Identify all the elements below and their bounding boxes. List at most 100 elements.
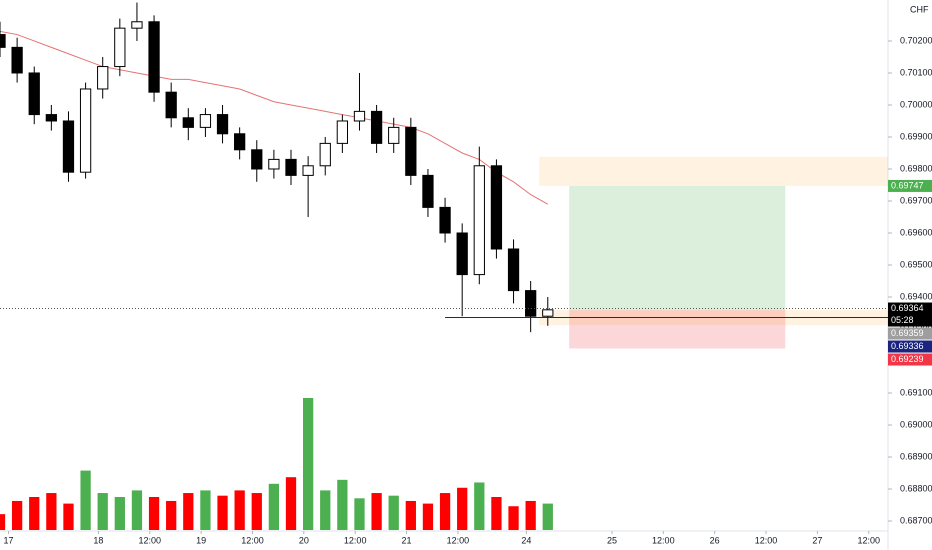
y-tick-label: 0.69500 [900, 259, 932, 269]
y-tick-label: 0.68800 [900, 483, 932, 493]
price-label-box [888, 302, 932, 327]
price-label: 0.69239 [891, 354, 924, 364]
price-label: 0.69364 [891, 303, 924, 313]
y-tick-label: 0.69600 [900, 227, 932, 237]
candle-body [370, 110, 383, 144]
candle-body [79, 88, 92, 173]
volume-bar [183, 493, 194, 530]
candle-body [285, 158, 297, 176]
y-tick-label: 0.69900 [900, 131, 932, 141]
x-tick-label: 19 [196, 535, 206, 545]
volume-bar [337, 479, 348, 530]
price-label-box [888, 340, 932, 353]
candle-body [199, 114, 212, 128]
price-label: 0.69336 [891, 341, 924, 351]
price-label-box [888, 327, 932, 340]
moving-average [0, 30, 549, 205]
candle-body [268, 158, 280, 170]
candle-body [182, 117, 194, 128]
candle-body [28, 72, 40, 116]
volume-bar [474, 482, 485, 530]
volume-bar [114, 497, 125, 530]
candle-body [422, 174, 434, 208]
y-tick-label: 0.70000 [900, 99, 932, 109]
candle-body [0, 34, 6, 48]
x-tick-label: 26 [710, 535, 720, 545]
x-tick-label: 25 [607, 535, 617, 545]
x-tick-label: 17 [4, 535, 14, 545]
volume-bar [354, 498, 365, 530]
y-tick-label: 0.70100 [900, 67, 932, 77]
candle-body [473, 165, 485, 276]
x-tick-label: 20 [299, 535, 309, 545]
volume-bar [457, 487, 468, 530]
candle-body [525, 290, 537, 317]
volume-bar [285, 477, 297, 530]
x-tick-label: 18 [93, 535, 103, 545]
volume-bar [63, 503, 74, 530]
volume-bar [80, 470, 91, 530]
volume-bar [217, 495, 228, 530]
y-tick-label: 0.68700 [900, 515, 932, 525]
currency-label: CHF [910, 4, 929, 14]
volume-bar [422, 503, 434, 530]
volume-bar [200, 490, 211, 530]
y-tick-label: 0.70200 [900, 35, 932, 45]
volume-bar [405, 500, 416, 530]
volume-bar [508, 506, 519, 530]
candle-body [62, 120, 75, 173]
candle-body [319, 142, 331, 167]
candle-body [114, 27, 126, 68]
volume-bar [542, 503, 553, 530]
y-tick-label: 0.69800 [900, 163, 932, 173]
y-tick-label: 0.69000 [900, 419, 932, 429]
volume-bar [46, 493, 57, 530]
price-label-box [888, 353, 932, 366]
countdown-label: 05:28 [891, 315, 914, 325]
price-label: 0.69747 [891, 180, 924, 190]
supply-zone [539, 156, 888, 186]
candle-body [302, 165, 314, 176]
x-tick-label: 12:00 [241, 535, 264, 545]
candle-body [45, 114, 57, 122]
x-tick-label: 12:00 [139, 535, 162, 545]
candle-body [216, 114, 229, 135]
volume-bar [131, 490, 143, 530]
x-tick-label: 12:00 [755, 535, 778, 545]
volume-bar [148, 497, 160, 530]
candle-body [97, 66, 109, 90]
volume-bar [439, 493, 451, 530]
candle-body [131, 21, 143, 29]
volume-bar [29, 497, 40, 530]
volume-bar [166, 500, 177, 530]
x-tick-label: 12:00 [344, 535, 367, 545]
candle-body [490, 165, 503, 250]
target-zone [569, 185, 786, 311]
x-tick-label: 24 [521, 535, 531, 545]
candle-body [353, 110, 366, 122]
volume-bar [371, 493, 382, 530]
volume-bar [97, 493, 108, 530]
volume-bar [268, 483, 280, 530]
candle-body [388, 126, 400, 144]
x-tick-label: 12:00 [652, 535, 675, 545]
volume-bar [251, 493, 262, 530]
x-tick-label: 27 [812, 535, 822, 545]
volume-bar [525, 500, 536, 530]
y-tick-label: 0.69400 [900, 291, 932, 301]
x-tick-label: 12:00 [447, 535, 470, 545]
candle-body [456, 232, 468, 276]
y-tick-label: 0.69100 [900, 387, 932, 397]
volume-bar [302, 398, 314, 530]
price-label-box [888, 179, 932, 192]
candle-body [251, 149, 263, 170]
stop-zone [569, 310, 786, 349]
x-tick-label: 12:00 [857, 535, 880, 545]
volume-bar [234, 490, 245, 530]
candle-body [165, 91, 177, 119]
candle-body [234, 133, 246, 151]
volume-bar [388, 495, 399, 530]
candle-body [336, 120, 348, 144]
volume-bar [0, 514, 6, 530]
